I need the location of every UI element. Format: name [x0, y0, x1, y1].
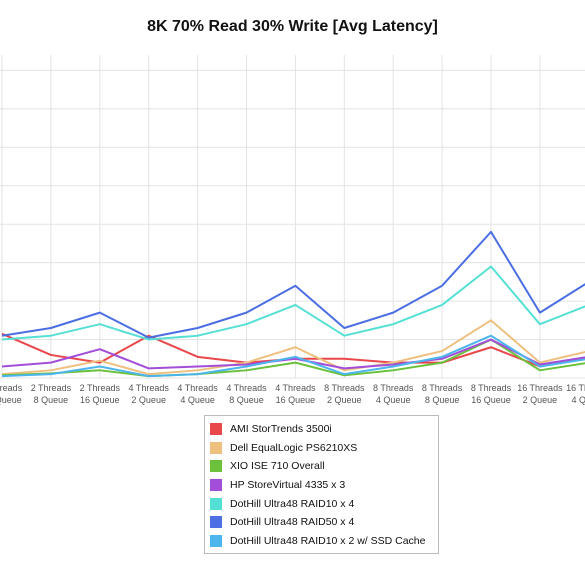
series-line-5 — [1, 230, 585, 339]
x-tick-label: 2 Threads 8 Queue — [31, 383, 72, 405]
series-line-6 — [1, 334, 585, 378]
chart-title: 8K 70% Read 30% Write [Avg Latency] — [147, 18, 438, 35]
legend-item: Dell EqualLogic PS6210XS — [205, 439, 438, 458]
legend-swatch — [210, 441, 222, 454]
gridlines — [0, 55, 585, 379]
legend-label: Dell EqualLogic PS6210XS — [230, 441, 358, 454]
legend-swatch — [210, 516, 222, 529]
series-line-1 — [1, 319, 585, 376]
legend-item: DotHill Ultra48 RAID10 x 2 w/ SSD Cache — [205, 532, 438, 551]
legend-item: XIO ISE 710 Overall — [205, 457, 438, 476]
x-tick-label: 2 Threads 16 Queue — [80, 383, 121, 405]
legend-label: HP StoreVirtual 4335 x 3 — [230, 479, 346, 492]
x-tick-label: 8 Threads 16 Queue — [471, 383, 512, 405]
legend-swatch — [210, 460, 222, 473]
x-tick-label: 4 Threads 8 Queue — [226, 383, 267, 405]
legend-label: DotHill Ultra48 RAID10 x 4 — [230, 497, 355, 510]
x-tick-label: 8 Threads 2 Queue — [324, 383, 365, 405]
x-tick-label: 4 Threads 2 Queue — [129, 383, 170, 405]
legend-label: XIO ISE 710 Overall — [230, 460, 325, 473]
legend-label: AMI StorTrends 3500i — [230, 423, 332, 436]
legend-swatch — [210, 534, 222, 547]
x-tick-label: 4 Threads 4 Queue — [177, 383, 218, 405]
legend-label: DotHill Ultra48 RAID10 x 2 w/ SSD Cache — [230, 534, 426, 547]
x-tick-label: 8 Threads 8 Queue — [422, 383, 463, 405]
legend-swatch — [210, 423, 222, 436]
legend-swatch — [210, 479, 222, 492]
series-lines — [1, 230, 585, 378]
legend: AMI StorTrends 3500i Dell EqualLogic PS62… — [204, 415, 439, 555]
legend-item: DotHill Ultra48 RAID10 x 4 — [205, 494, 438, 513]
series-line-3 — [1, 338, 585, 370]
legend-item: AMI StorTrends 3500i — [205, 420, 438, 439]
legend-item: DotHill Ultra48 RAID50 x 4 — [205, 513, 438, 532]
legend-item: HP StoreVirtual 4335 x 3 — [205, 476, 438, 495]
x-tick-label: 16 Threads 2 Queue — [517, 383, 563, 405]
legend-label: DotHill Ultra48 RAID50 x 4 — [230, 516, 355, 529]
x-tick-label: 4 Threads 16 Queue — [275, 383, 316, 405]
x-tick-label: 8 Threads 4 Queue — [373, 383, 414, 405]
legend-swatch — [210, 497, 222, 510]
series-line-4 — [1, 265, 585, 341]
